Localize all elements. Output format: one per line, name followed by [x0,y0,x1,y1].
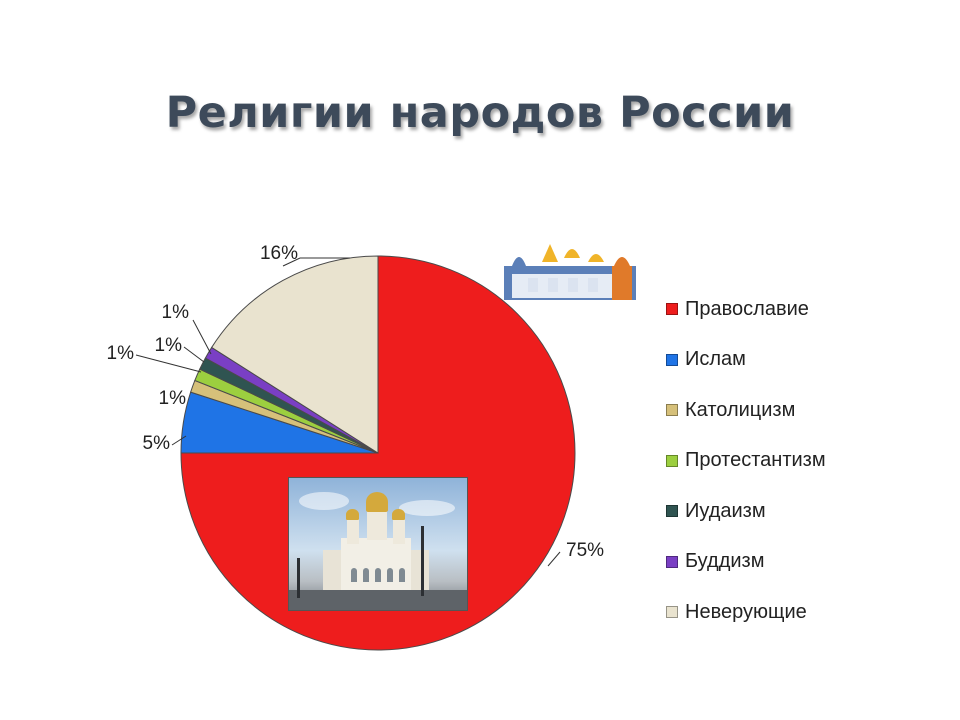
slice-label-4: 1% [155,335,183,356]
page-title: Религии народов России [165,88,795,138]
legend-label: Неверующие [685,600,807,623]
pie-slices [180,255,576,651]
leader-line-3 [135,354,202,373]
leader-line-5 [192,319,212,355]
cathedral-photo [288,477,468,611]
legend-swatch [666,454,678,467]
legend-swatch [666,555,678,568]
legend-swatch [666,303,678,316]
legend-label: Протестантизм [685,449,826,472]
legend-label: Католицизм [685,398,796,421]
pie-slice-6 [210,255,379,454]
legend-item-islam: Ислам [666,335,826,386]
leader-line-6 [282,257,350,267]
legend-item-neveruyushchie: Неверующие [666,587,826,638]
pie-slice-0 [180,255,576,651]
slice-label-1: 5% [143,433,171,454]
legend-label: Православие [685,297,809,320]
label-leader-lines [135,257,561,567]
legend-label: Ислам [685,348,746,371]
slice-label-3: 1% [107,343,135,364]
legend-swatch [666,404,678,417]
slice-label-2: 1% [159,388,187,409]
slice-label-0: 75% [566,540,604,561]
slice-label-6: 16% [260,243,298,264]
leader-line-0 [547,551,561,567]
leader-line-4 [183,346,205,363]
legend-item-protestantizm: Протестантизм [666,436,826,487]
pie-labels: 75% 5% 1% 1% 1% 1% 16% [107,243,605,561]
legend-swatch [666,606,678,619]
slice-label-5: 1% [162,302,190,323]
legend-swatch [666,505,678,518]
legend-label: Иудаизм [685,499,766,522]
chart-legend: Православие Ислам Католицизм Протестанти… [666,284,826,638]
leader-line-1 [171,435,187,446]
kremlin-towers-icon [504,244,636,300]
legend-item-katolicizm: Католицизм [666,385,826,436]
legend-swatch [666,353,678,366]
legend-item-iudaizm: Иудаизм [666,486,826,537]
legend-label: Буддизм [685,550,765,573]
legend-item-buddizm: Буддизм [666,537,826,588]
legend-item-pravoslavie: Православие [666,284,826,335]
